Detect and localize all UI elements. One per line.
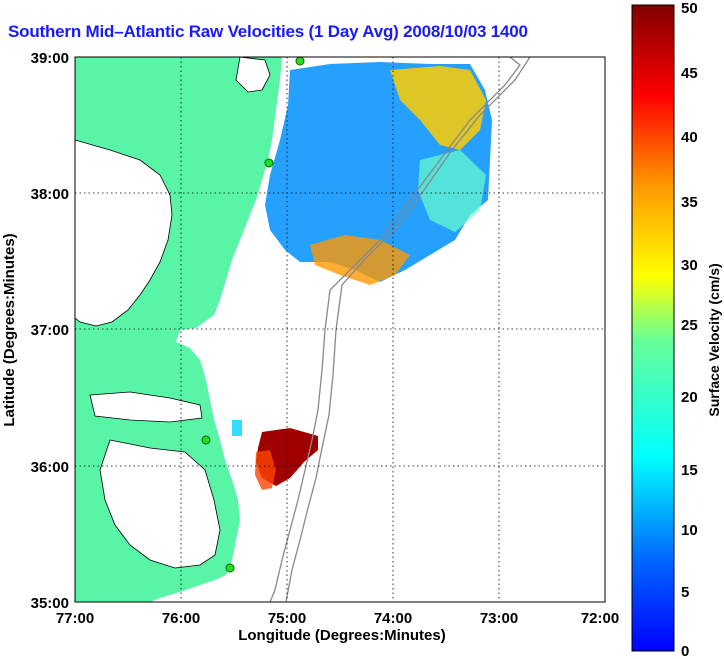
velocity-warm-patch-ne: [390, 66, 486, 150]
x-tick-label: 76:00: [162, 610, 200, 627]
y-tick-label: 38:00: [31, 186, 69, 203]
x-axis: 77:00 76:00 75:00 74:00 73:00 72:00 Long…: [56, 610, 619, 644]
y-axis: 39:00 38:00 37:00 36:00 35:00 Latitude (…: [1, 50, 69, 612]
station-marker: [264, 158, 274, 168]
colorbar-tick: 0: [681, 643, 689, 659]
colorbar-gradient: [631, 4, 675, 652]
x-tick-label: 73:00: [480, 610, 518, 627]
x-axis-label: Longitude (Degrees:Minutes): [238, 627, 446, 644]
y-tick-label: 35:00: [31, 595, 69, 612]
colorbar-tick: 10: [681, 522, 698, 539]
colorbar-tick: 50: [681, 0, 698, 17]
velocity-pixel-isolated: [232, 420, 242, 436]
colorbar-ticks: 0 5 10 15 20 25 30 35 40 45 50: [681, 0, 698, 659]
velocity-field-south-edge: [255, 450, 276, 490]
map-title: Southern Mid–Atlantic Raw Velocities (1 …: [8, 22, 528, 42]
x-tick-label: 74:00: [374, 610, 412, 627]
bathymetry-contours: [269, 57, 531, 602]
colorbar-tick: 20: [681, 389, 698, 406]
colorbar-tick: 15: [681, 462, 698, 479]
chesapeake-bay: [75, 139, 173, 327]
y-axis-label: Latitude (Degrees:Minutes): [1, 233, 18, 426]
pamlico-sound: [99, 439, 221, 569]
station-marker: [295, 57, 305, 66]
x-tick-label: 72:00: [581, 610, 619, 627]
colorbar-tick: 30: [681, 257, 698, 274]
colorbar-tick: 35: [681, 194, 698, 211]
colorbar: 0 5 10 15 20 25 30 35 40 45 50 Surface V…: [631, 0, 722, 659]
y-tick-label: 39:00: [31, 50, 69, 67]
y-tick-label: 36:00: [31, 459, 69, 476]
x-tick-label: 77:00: [56, 610, 94, 627]
colorbar-tick: 5: [681, 584, 689, 601]
station-marker: [201, 435, 211, 445]
map-area[interactable]: [75, 57, 605, 602]
delaware-bay: [235, 57, 271, 93]
colorbar-tick: 25: [681, 317, 698, 334]
radar-stations: [201, 57, 305, 573]
plot-frame: [74, 56, 606, 603]
station-marker: [225, 563, 235, 573]
colorbar-tick: 40: [681, 129, 698, 146]
grid: [75, 57, 605, 602]
albemarle-sound: [89, 391, 203, 423]
colorbar-tick: 45: [681, 65, 698, 82]
velocity-mid-patch: [418, 150, 486, 232]
colorbar-overlap: [560, 20, 626, 42]
y-tick-label: 37:00: [31, 322, 69, 339]
x-tick-label: 75:00: [268, 610, 306, 627]
colorbar-label: Surface Velocity (cm/s): [706, 263, 722, 416]
map-title-text: Southern Mid–Atlantic Raw Velocities (1 …: [8, 22, 528, 41]
